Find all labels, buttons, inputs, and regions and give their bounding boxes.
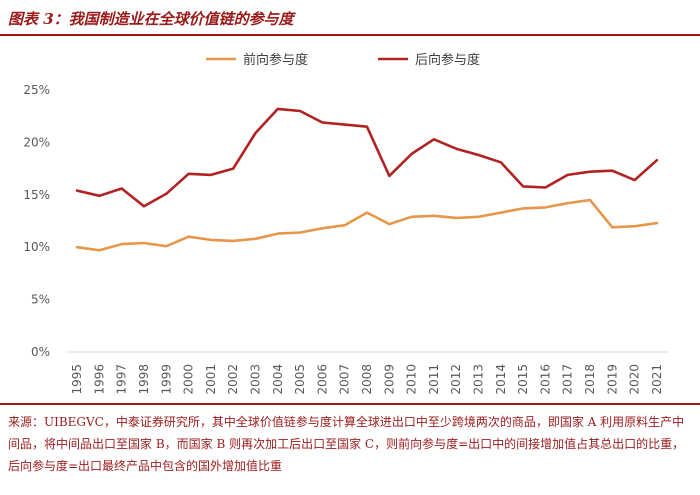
x-tick-label: 1999	[159, 364, 173, 395]
x-tick-label: 1995	[70, 364, 84, 395]
x-tick-label: 2016	[538, 364, 552, 395]
x-tick-label: 2009	[382, 364, 396, 395]
participation-line-chart: 前向参与度 后向参与度 0% 5% 10% 15% 20% 25% 1995 1996 1997…	[23, 52, 668, 395]
x-axis: 1995 1996 1997 1998 1999 2000 2001 2002 2003 2004…	[66, 351, 668, 395]
legend-label: 前向参与度	[243, 52, 308, 68]
backward-participation-line	[75, 107, 659, 208]
source-rule	[0, 403, 700, 405]
x-tick-label: 1996	[92, 364, 106, 395]
legend: 前向参与度 后向参与度	[206, 52, 480, 68]
x-tick-label: 2017	[561, 364, 575, 395]
y-tick-label: 15%	[23, 188, 50, 202]
x-tick-label: 2010	[405, 364, 419, 395]
series-lines	[75, 107, 659, 252]
x-tick-label: 2019	[605, 364, 619, 395]
source-note: 来源：UIBEGVC，中泰证券研究所，其中全球价值链参与度计算全球进出口中至少跨…	[8, 415, 685, 473]
x-tick-label: 2021	[650, 364, 664, 395]
x-tick-label: 2018	[583, 364, 597, 395]
y-axis: 0% 5% 10% 15% 20% 25%	[23, 83, 50, 359]
y-tick-label: 25%	[23, 83, 50, 97]
legend-label: 后向参与度	[415, 52, 480, 68]
figure-title: 图表 3：我国制造业在全球价值链的参与度	[8, 10, 294, 28]
title-rule	[0, 34, 700, 36]
x-tick-label: 2008	[360, 364, 374, 395]
x-tick-label: 2003	[249, 364, 263, 395]
x-tick-label: 2020	[628, 364, 642, 395]
x-tick-label: 2002	[226, 364, 240, 395]
x-tick-label: 2005	[293, 364, 307, 395]
y-tick-label: 5%	[31, 293, 50, 307]
x-tick-label: 2007	[338, 364, 352, 395]
x-tick-label: 2014	[494, 364, 508, 395]
x-tick-label: 1997	[115, 364, 129, 395]
x-tick-label: 2013	[471, 364, 485, 395]
x-tick-label: 2011	[427, 364, 441, 395]
x-tick-label: 2006	[315, 364, 329, 395]
x-tick-label: 2001	[204, 364, 218, 395]
x-tick-label: 2004	[271, 364, 285, 395]
y-tick-label: 20%	[23, 135, 50, 149]
y-tick-label: 10%	[23, 240, 50, 254]
x-tick-label: 2012	[449, 364, 463, 395]
forward-participation-line	[75, 198, 659, 252]
y-tick-label: 0%	[31, 345, 50, 359]
x-tick-label: 2015	[516, 364, 530, 395]
x-tick-label: 2000	[182, 364, 196, 395]
x-tick-label: 1998	[137, 364, 151, 395]
